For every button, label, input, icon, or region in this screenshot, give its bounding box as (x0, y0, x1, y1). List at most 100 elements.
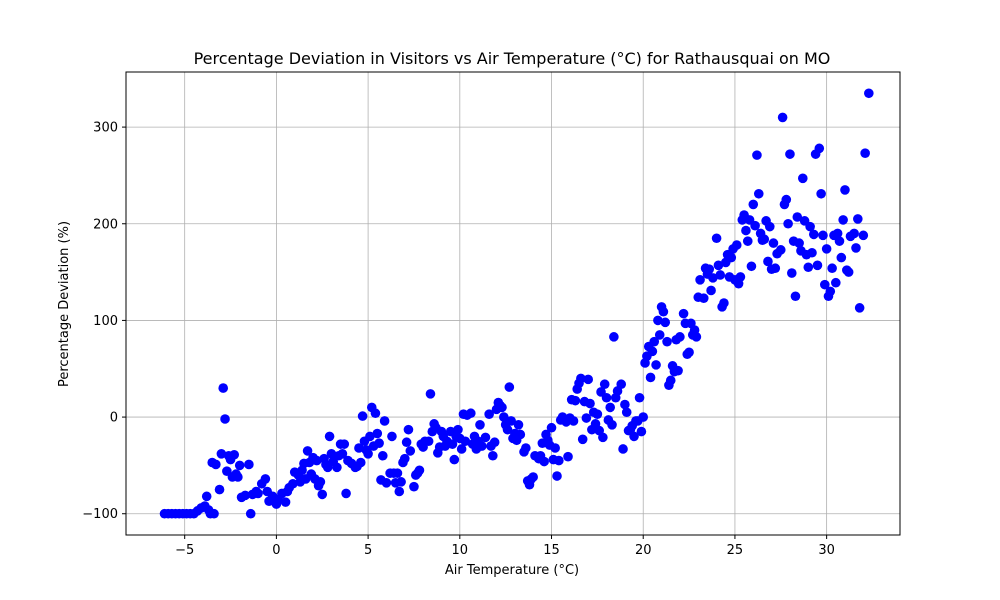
y-tick-label: 300 (93, 121, 118, 136)
y-axis-label: Percentage Deviation (%) (57, 221, 72, 387)
data-point (673, 365, 683, 376)
data-point (599, 379, 610, 390)
data-point (825, 286, 836, 297)
data-point (377, 450, 388, 461)
data-point (691, 332, 702, 342)
data-point (753, 188, 764, 199)
data-point (658, 306, 669, 317)
data-point (370, 408, 381, 419)
data-point (577, 434, 588, 445)
data-point (214, 484, 225, 495)
data-point (750, 220, 760, 231)
data-point (466, 408, 476, 419)
data-point (216, 449, 227, 459)
data-point (662, 336, 672, 347)
x-tick-label: 15 (543, 543, 560, 558)
data-point (601, 392, 612, 403)
data-point (653, 315, 663, 326)
data-point (711, 233, 722, 244)
data-point (401, 437, 412, 448)
data-point (759, 234, 770, 245)
data-point (409, 481, 419, 492)
data-point (678, 308, 689, 319)
data-point (379, 416, 390, 426)
x-tick-label: 30 (818, 543, 835, 558)
data-point (748, 199, 759, 210)
data-point (484, 409, 494, 419)
data-point (843, 267, 854, 277)
data-point (731, 240, 742, 250)
data-point (618, 444, 628, 454)
data-point (396, 477, 406, 487)
data-point (502, 424, 513, 435)
data-point (357, 411, 368, 421)
data-point (568, 416, 579, 426)
y-tick-label: 100 (93, 314, 118, 329)
data-point (240, 490, 251, 501)
data-point (645, 372, 656, 383)
data-point (374, 438, 384, 448)
data-point (220, 414, 230, 424)
data-point (234, 460, 245, 471)
data-point (506, 416, 516, 426)
data-point (363, 449, 373, 459)
data-point (735, 272, 746, 282)
plot-frame (125, 71, 901, 536)
data-point (365, 431, 375, 442)
data-point (405, 446, 416, 456)
data-point (783, 218, 793, 229)
data-point (288, 478, 298, 489)
data-point (752, 150, 762, 160)
data-point (387, 431, 397, 442)
grid-lines (126, 72, 900, 535)
data-point (245, 508, 256, 519)
data-point (488, 450, 498, 461)
data-point (546, 422, 557, 433)
data-point (403, 424, 414, 435)
y-axis-ticks: −100 0 100 200 300 (82, 121, 126, 522)
data-point (768, 238, 779, 248)
data-point (394, 486, 405, 497)
data-point (781, 194, 792, 205)
x-tick-label: 0 (272, 543, 280, 558)
data-point (808, 229, 819, 240)
data-point (821, 244, 832, 254)
data-point (337, 449, 348, 459)
data-point (552, 471, 562, 481)
data-point (853, 214, 863, 224)
data-point (647, 346, 658, 357)
data-point (609, 332, 619, 342)
data-point (460, 436, 471, 447)
data-point (651, 360, 661, 370)
data-point (814, 143, 825, 154)
data-point (629, 431, 639, 442)
data-point (381, 478, 392, 488)
data-points (159, 88, 874, 519)
data-point (583, 374, 593, 385)
data-point (675, 332, 685, 342)
data-point (341, 488, 351, 499)
data-point (851, 243, 861, 253)
data-point (570, 395, 581, 406)
data-point (449, 454, 460, 465)
data-point (858, 230, 869, 241)
data-point (706, 285, 716, 296)
data-point (785, 149, 795, 159)
data-point (453, 424, 463, 435)
data-point (665, 375, 676, 386)
data-point (528, 472, 538, 482)
data-point (554, 455, 564, 466)
x-tick-label: −5 (175, 543, 194, 558)
data-point (324, 431, 335, 442)
data-point (399, 453, 410, 464)
data-point (849, 228, 859, 239)
data-point (244, 459, 254, 470)
data-point (607, 420, 617, 430)
data-point (339, 439, 350, 449)
data-point (563, 451, 573, 462)
data-point (620, 399, 630, 410)
data-point (280, 497, 291, 507)
data-point (260, 474, 271, 484)
